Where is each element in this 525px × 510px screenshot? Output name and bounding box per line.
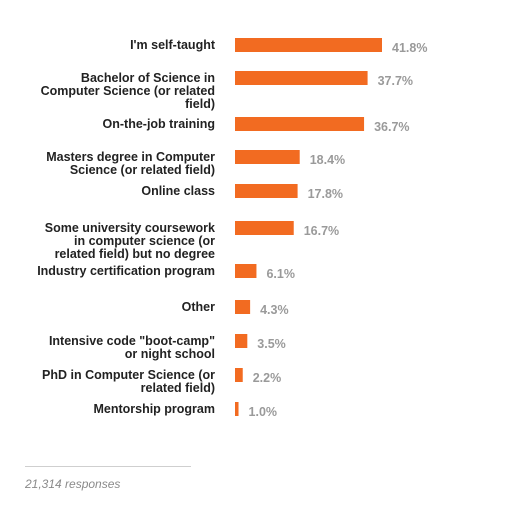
value-label-5: 16.7% bbox=[304, 224, 339, 238]
category-label-0: I'm self-taught bbox=[130, 38, 216, 52]
bar-3 bbox=[235, 150, 300, 164]
category-label-2: On-the-job training bbox=[103, 117, 215, 131]
value-label-8: 3.5% bbox=[257, 337, 286, 351]
category-label-4: Online class bbox=[141, 184, 215, 198]
value-label-3: 18.4% bbox=[310, 153, 345, 167]
bar-5 bbox=[235, 221, 294, 235]
category-label-9: PhD in Computer Science (or related field… bbox=[42, 368, 215, 395]
value-label-9: 2.2% bbox=[253, 371, 282, 385]
category-label-3: Masters degree in Computer Science (or re… bbox=[46, 150, 215, 177]
category-label-6: Industry certification program bbox=[37, 264, 215, 278]
bar-4 bbox=[235, 184, 298, 198]
bar-2 bbox=[235, 117, 365, 131]
bar-0 bbox=[235, 38, 382, 52]
bar-1 bbox=[235, 71, 368, 85]
category-label-1: Bachelor of Science in Computer Science (… bbox=[41, 71, 215, 111]
bar-7 bbox=[235, 300, 251, 314]
value-label-6: 6.1% bbox=[266, 267, 295, 281]
category-label-8: Intensive code "boot-camp" or night schoo… bbox=[49, 334, 215, 361]
value-label-1: 37.7% bbox=[378, 74, 413, 88]
category-label-10: Mentorship program bbox=[93, 402, 215, 416]
value-label-10: 1.0% bbox=[249, 405, 277, 419]
value-label-2: 36.7% bbox=[374, 120, 409, 134]
bar-chart: 41.8% I'm self-taught 37.7% Bachelor of Sci… bbox=[37, 38, 427, 419]
value-label-4: 17.8% bbox=[308, 187, 343, 201]
bar-9 bbox=[235, 368, 243, 382]
bar-8 bbox=[235, 334, 248, 348]
bar-10 bbox=[235, 402, 239, 416]
value-label-0: 41.8% bbox=[392, 41, 427, 55]
footer-divider bbox=[25, 466, 191, 467]
category-label-5: Some university coursework in computer sc… bbox=[45, 221, 215, 261]
value-label-7: 4.3% bbox=[260, 303, 289, 317]
responses-count: 21,314 responses bbox=[25, 477, 121, 491]
category-label-7: Other bbox=[182, 300, 215, 314]
bar-6 bbox=[235, 264, 257, 278]
